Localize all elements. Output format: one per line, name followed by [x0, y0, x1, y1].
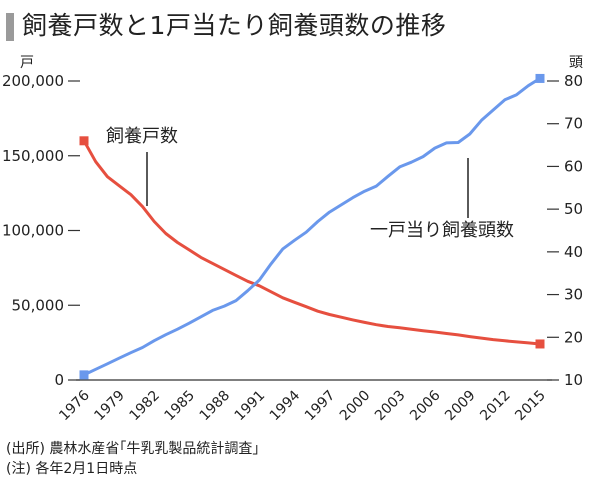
series-label-farms: 飼養戸数 [106, 126, 178, 147]
series-label-cows: 一戸当り飼養頭数 [370, 220, 514, 241]
right-axis-tick-label: 20 [564, 328, 583, 346]
left-axis-tick-label: 100,000 [2, 222, 64, 240]
x-axis-tick-label: 2009 [442, 388, 479, 425]
x-axis-tick-label: 2003 [372, 388, 409, 425]
x-axis-tick-label: 1991 [232, 388, 269, 425]
footnote-note: (注) 各年2月1日時点 [6, 461, 138, 477]
right-axis-tick-label: 50 [564, 200, 583, 218]
left-axis-tick-label: 150,000 [2, 147, 64, 165]
series-marker-cows-start [79, 370, 89, 380]
right-axis-tick-label: 80 [564, 72, 583, 90]
chart-area: 0 50,000 100,000 150,000 200,000 10 20 30 40 50 60… [2, 55, 583, 425]
x-axis-tick-label: 2006 [407, 387, 444, 424]
x-axis-tick-label: 2015 [512, 388, 549, 425]
left-axis-unit: 戸 [20, 55, 34, 71]
x-axis-tick-label: 1994 [267, 387, 304, 424]
right-axis-tick-label: 40 [564, 243, 583, 261]
right-axis-tick-label: 70 [564, 115, 583, 133]
right-axis-unit: 頭 [569, 55, 583, 71]
footnote-source: (出所) 農林水産省｢牛乳乳製品統計調査｣ [6, 441, 260, 457]
x-axis-tick-label: 2012 [477, 388, 514, 425]
series-marker-cows-end [535, 73, 545, 83]
right-axis-tick-label: 30 [564, 286, 583, 304]
left-axis-tick-label: 0 [54, 371, 64, 389]
chart-title: 飼養戸数と1戸当たり飼養頭数の推移 [22, 11, 447, 40]
title-accent-bar [6, 13, 14, 41]
x-axis-tick-label: 2000 [337, 388, 374, 425]
left-axis-tick-label: 200,000 [2, 72, 64, 90]
right-axis-tick-label: 60 [564, 157, 583, 175]
series-line-farms [82, 139, 542, 346]
series-marker-farms-end [535, 339, 545, 349]
x-axis-tick-label: 1988 [197, 388, 234, 425]
x-axis-tick-label: 1982 [126, 388, 163, 425]
series-line-cows [82, 76, 542, 377]
x-axis-tick-label: 1979 [91, 388, 128, 425]
x-axis-tick-label: 1976 [56, 387, 93, 424]
x-axis-tick-label: 1985 [162, 388, 199, 425]
series-marker-farms-start [79, 136, 89, 146]
left-axis-tick-label: 50,000 [12, 296, 65, 314]
x-axis-tick-label: 1997 [302, 388, 339, 425]
right-axis-tick-label: 10 [564, 371, 583, 389]
